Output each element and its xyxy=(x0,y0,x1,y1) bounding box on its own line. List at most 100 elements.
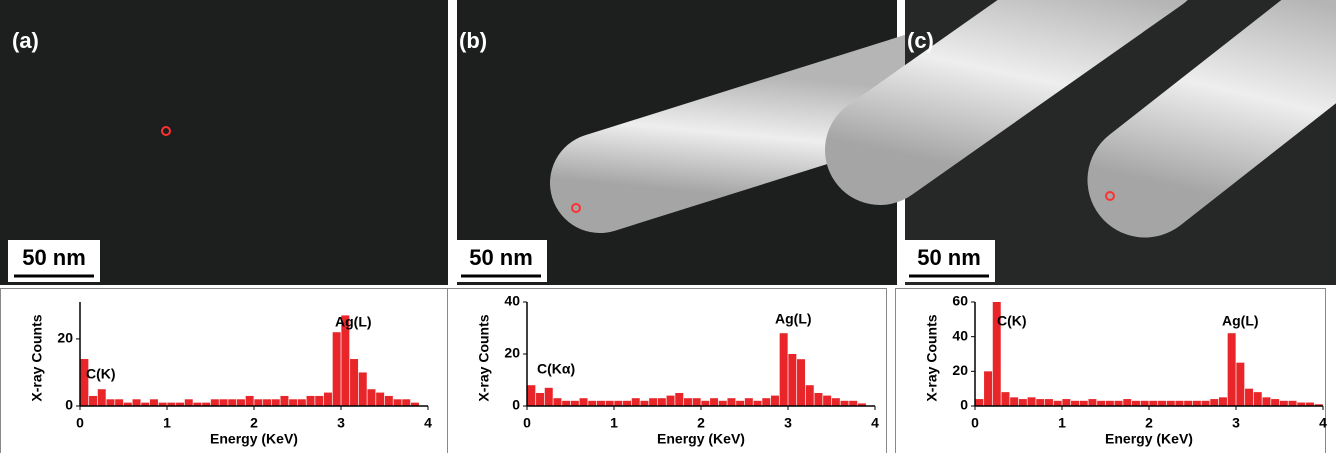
spectrum-bar xyxy=(185,399,193,406)
spectrum-bar xyxy=(832,398,840,406)
spectrum-bar xyxy=(727,398,735,406)
y-tick-label: 0 xyxy=(960,397,968,413)
spectrum-bar xyxy=(632,398,640,406)
x-tick-label: 3 xyxy=(337,415,345,431)
peak-label: Ag(L) xyxy=(335,314,372,330)
spectrum-bar xyxy=(246,396,254,406)
x-tick-label: 0 xyxy=(76,415,84,431)
spectrum-bar xyxy=(1028,397,1036,406)
spectrum-bar xyxy=(315,396,323,406)
spectrum-bar xyxy=(150,399,158,406)
spectrum-bar xyxy=(640,401,648,406)
spectrum-bar xyxy=(649,398,657,406)
spectrum-bar xyxy=(710,398,718,406)
y-tick-label: 40 xyxy=(504,293,520,309)
spectrum-bar xyxy=(667,396,675,406)
spectrum-bar xyxy=(1019,399,1027,406)
spectrum-bar xyxy=(1254,392,1262,406)
spectrum-bar xyxy=(580,398,588,406)
spectrum-panel xyxy=(1,289,448,453)
spectrum-bar xyxy=(1141,401,1149,406)
spectrum-bar xyxy=(814,393,822,406)
spectrum-bar xyxy=(133,399,141,406)
spectrum-bar xyxy=(115,399,123,406)
spectrum-bar xyxy=(1228,333,1236,406)
y-tick-label: 60 xyxy=(952,293,968,309)
spectrum-bar xyxy=(762,398,770,406)
x-tick-label: 1 xyxy=(610,415,618,431)
spectrum-bar xyxy=(402,399,410,406)
panel-label: (a) xyxy=(12,28,39,53)
spectrum-bar xyxy=(823,396,831,406)
spectrum-bar xyxy=(562,401,570,406)
spectrum-bar xyxy=(536,393,544,406)
x-tick-label: 0 xyxy=(971,415,979,431)
spectrum-bar xyxy=(675,393,683,406)
spectrum-bar xyxy=(1062,399,1070,406)
spectrum-bar xyxy=(1054,401,1062,406)
spectrum-panel xyxy=(448,289,887,453)
spectrum-bar xyxy=(359,372,367,406)
spectrum-bar xyxy=(1036,399,1044,406)
spectrum-bar xyxy=(1158,401,1166,406)
y-tick-label: 20 xyxy=(57,330,73,346)
y-axis-label: X-ray Counts xyxy=(29,314,45,401)
spectrum-bar xyxy=(376,393,384,406)
spectrum-bar xyxy=(1245,389,1253,406)
spectrum-bar xyxy=(394,399,402,406)
spectrum-bar xyxy=(272,399,280,406)
y-tick-label: 20 xyxy=(504,345,520,361)
scale-bar-text: 50 nm xyxy=(22,245,86,270)
figure: (a)50 nm01234020Energy (KeV)X-ray Counts… xyxy=(0,0,1336,453)
x-tick-label: 1 xyxy=(1058,415,1066,431)
spectrum-bar xyxy=(1262,397,1270,406)
spectrum-bar xyxy=(307,396,315,406)
peak-label: C(Kα) xyxy=(537,361,575,377)
spectrum-bar xyxy=(571,401,579,406)
spectrum-bar xyxy=(324,393,332,406)
x-tick-label: 4 xyxy=(424,415,432,431)
peak-label: Ag(L) xyxy=(775,311,812,327)
spectrum-bar xyxy=(545,388,553,406)
spectrum-bar xyxy=(693,398,701,406)
panel-label: (c) xyxy=(907,28,934,53)
spectrum-bar xyxy=(614,401,622,406)
spectrum-bar xyxy=(1010,397,1018,406)
spectrum-bar xyxy=(1080,401,1088,406)
spectrum-bar xyxy=(1175,401,1183,406)
spectrum-bar xyxy=(736,401,744,406)
spectrum-bar xyxy=(106,399,114,406)
spectrum-bar xyxy=(588,401,596,406)
panel-label: (b) xyxy=(459,28,487,53)
spectrum-bar xyxy=(1236,363,1244,406)
x-axis-label: Energy (KeV) xyxy=(657,431,745,447)
spectrum-bar xyxy=(849,401,857,406)
spectrum-bar xyxy=(1271,399,1279,406)
spectrum-bar xyxy=(1071,401,1079,406)
x-tick-label: 3 xyxy=(1232,415,1240,431)
peak-label: Ag(L) xyxy=(1222,313,1259,329)
spectrum-bar xyxy=(1289,401,1297,406)
spectrum-bar xyxy=(220,399,228,406)
spectrum-bar xyxy=(701,401,709,406)
spectrum-bar xyxy=(797,359,805,406)
spectrum-bar xyxy=(1202,401,1210,406)
spectrum-bar xyxy=(1219,397,1227,406)
spectrum-bar xyxy=(1132,401,1140,406)
spectrum-bar xyxy=(385,396,393,406)
spectrum-bar xyxy=(684,398,692,406)
x-tick-label: 1 xyxy=(163,415,171,431)
x-tick-label: 3 xyxy=(784,415,792,431)
spectrum-bar xyxy=(1149,401,1157,406)
spectrum-bar xyxy=(719,401,727,406)
spectrum-bar xyxy=(1097,401,1105,406)
x-tick-label: 0 xyxy=(523,415,531,431)
spectrum-bar xyxy=(527,385,535,406)
spectrum-bar xyxy=(350,359,358,406)
spectrum-bar xyxy=(1123,399,1131,406)
x-tick-label: 2 xyxy=(697,415,705,431)
x-axis-label: Energy (KeV) xyxy=(210,431,298,447)
scale-bar-text: 50 nm xyxy=(469,245,533,270)
spectrum-bar xyxy=(984,371,992,406)
spectrum-bar xyxy=(263,399,271,406)
